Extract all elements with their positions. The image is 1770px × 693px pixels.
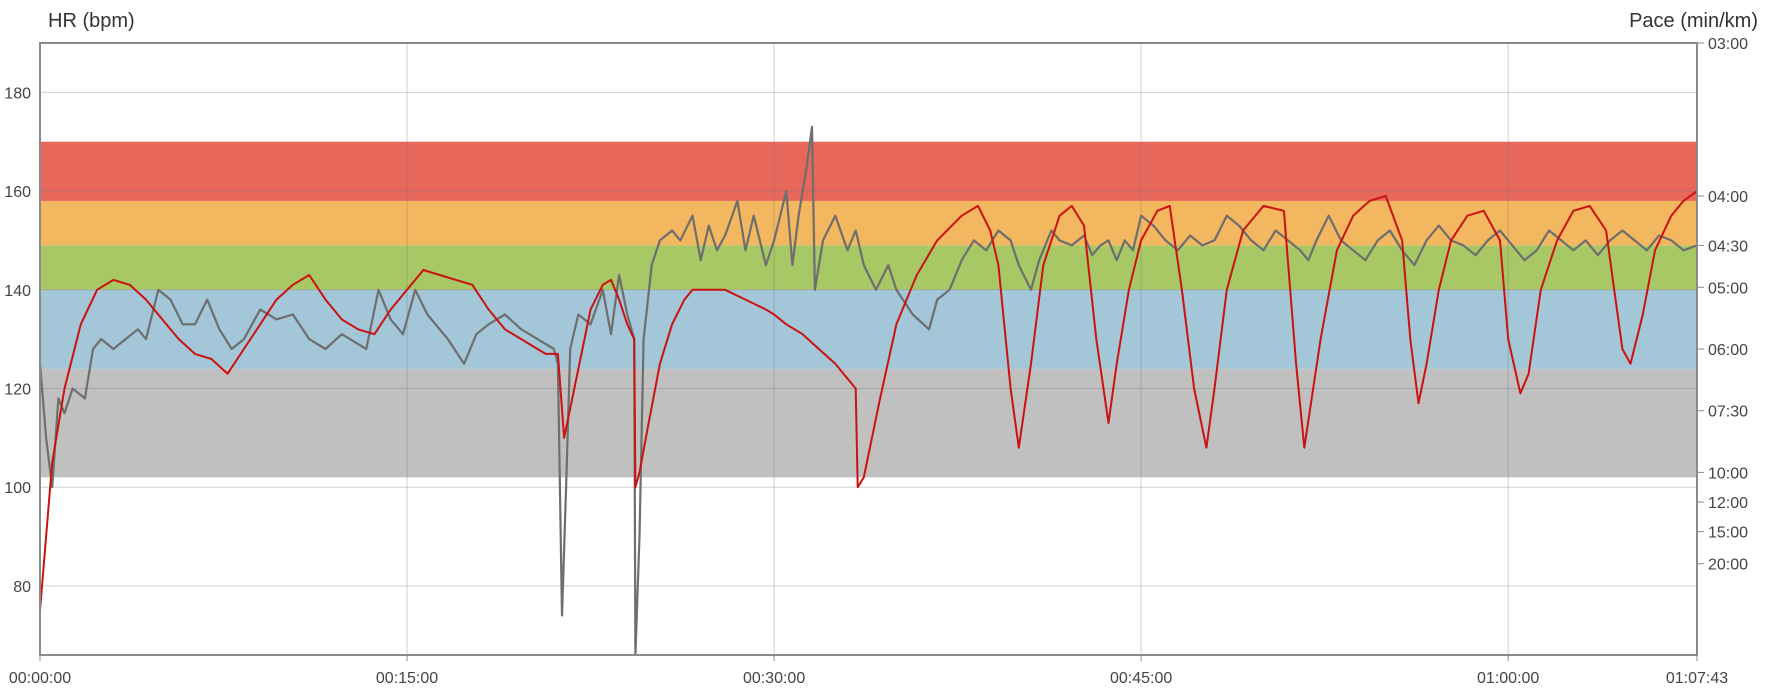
y-left-tick-label: 120 bbox=[4, 381, 31, 398]
pace-series-line bbox=[38, 125, 1699, 657]
x-tick-label: 00:45:00 bbox=[1110, 670, 1172, 687]
hr-zones bbox=[40, 141, 1697, 478]
y-right-tick-label: 15:00 bbox=[1708, 525, 1748, 542]
hr-zone-band-2 bbox=[40, 289, 1697, 369]
y-right-tick-label: 12:00 bbox=[1708, 495, 1748, 512]
grid-lines bbox=[40, 43, 1697, 655]
y-left-tick-label: 80 bbox=[13, 579, 31, 596]
y-left-tick-label: 180 bbox=[4, 85, 31, 102]
x-tick-label: 00:30:00 bbox=[743, 670, 805, 687]
y-right-tick-label: 20:00 bbox=[1708, 557, 1748, 574]
y-left-tick-label: 160 bbox=[4, 184, 31, 201]
x-tick-label: 01:07:43 bbox=[1666, 670, 1728, 687]
hr-zone-band-1 bbox=[40, 368, 1697, 478]
right-axis-title: Pace (min/km) bbox=[1629, 10, 1758, 32]
x-tick-label: 00:15:00 bbox=[376, 670, 438, 687]
series-lines bbox=[38, 125, 1699, 657]
hr-zone-band-4 bbox=[40, 200, 1697, 246]
hr-zone-band-5 bbox=[40, 141, 1697, 201]
y-right-tick-label: 04:00 bbox=[1708, 189, 1748, 206]
y-right-tick-label: 04:30 bbox=[1708, 238, 1748, 255]
left-axis-title: HR (bpm) bbox=[48, 10, 135, 32]
y-right-tick-label: 10:00 bbox=[1708, 465, 1748, 482]
y-right-tick-label: 03:00 bbox=[1708, 36, 1748, 53]
y-left-tick-label: 140 bbox=[4, 283, 31, 300]
tick-labels: 80 100 120 140 160 180 00:00:00 00:15:00 00:30:0… bbox=[4, 36, 1748, 687]
x-tick-label: 01:00:00 bbox=[1477, 670, 1539, 687]
y-right-tick-label: 05:00 bbox=[1708, 280, 1748, 297]
y-right-tick-label: 06:00 bbox=[1708, 342, 1748, 359]
hr-series-line bbox=[39, 190, 1698, 612]
x-tick-label: 00:00:00 bbox=[9, 670, 71, 687]
y-left-tick-label: 100 bbox=[4, 480, 31, 497]
y-right-tick-label: 07:30 bbox=[1708, 404, 1748, 421]
